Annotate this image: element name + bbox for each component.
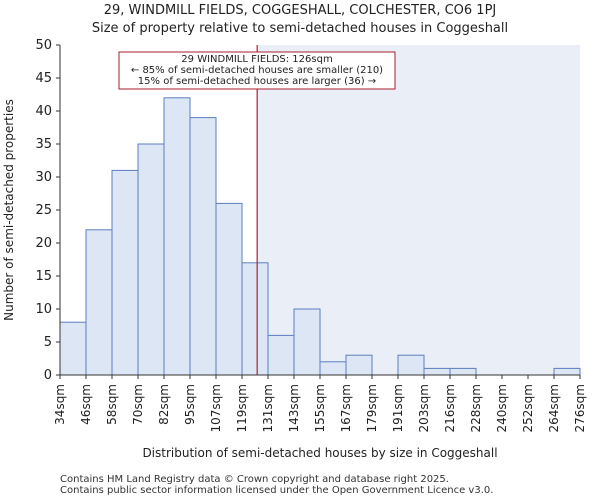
x-tick-label: 155sqm (313, 384, 327, 432)
chart-title-address: 29, WINDMILL FIELDS, COGGESHALL, COLCHES… (103, 3, 497, 18)
histogram-bar (111, 169, 139, 376)
x-tick-label: 95sqm (183, 384, 197, 425)
y-tick-label: 20 (35, 236, 52, 251)
annotation-larger: 15% of semi-detached houses are larger (… (138, 76, 376, 87)
x-tick-label: 203sqm (417, 384, 431, 432)
x-tick-label: 107sqm (209, 384, 223, 432)
y-tick-label: 5 (44, 335, 52, 350)
histogram-bar (293, 308, 321, 376)
y-tick-label: 45 (35, 71, 52, 86)
x-tick-label: 58sqm (105, 384, 119, 425)
x-tick-label: 264sqm (547, 384, 561, 432)
y-tick-label: 50 (35, 38, 52, 53)
histogram-bar (215, 202, 243, 376)
histogram-bar (59, 321, 87, 376)
y-tick-label: 35 (35, 137, 52, 152)
histogram-bar (189, 117, 217, 376)
x-tick-label: 191sqm (391, 384, 405, 432)
x-tick-label: 240sqm (495, 384, 509, 432)
x-tick-label: 70sqm (131, 384, 145, 425)
x-tick-label: 252sqm (521, 384, 535, 432)
histogram-bar (163, 97, 191, 376)
x-tick-label: 46sqm (79, 384, 93, 425)
x-tick-label: 228sqm (469, 384, 483, 432)
histogram-chart: 0 5 10 15 20 25 30 35 40 45 50 34sqm 46sqm 58sqm 70sqm… (2, 38, 587, 460)
annotation-title: 29 WINDMILL FIELDS: 126sqm (181, 54, 332, 65)
annotation-box (118, 51, 396, 90)
x-tick-label: 131sqm (261, 384, 275, 432)
y-tick-label: 15 (35, 269, 52, 284)
footer-copyright: Contains HM Land Registry data © Crown c… (60, 474, 449, 485)
histogram-bar (85, 229, 113, 376)
y-tick-label: 40 (35, 104, 52, 119)
y-tick-label: 0 (44, 368, 52, 383)
x-tick-label: 143sqm (287, 384, 301, 432)
histogram-bar (137, 143, 165, 376)
x-tick-label: 119sqm (235, 384, 249, 432)
x-tick-label: 276sqm (573, 384, 587, 432)
histogram-bar (267, 334, 295, 376)
x-tick-label: 34sqm (53, 384, 67, 425)
footer-licence: Contains public sector information licen… (60, 485, 494, 496)
histogram-bar (241, 262, 269, 376)
annotation-smaller: ← 85% of semi-detached houses are smalle… (131, 65, 383, 76)
x-tick-label: 167sqm (339, 384, 353, 432)
histogram-bar (319, 361, 347, 376)
x-tick-label: 82sqm (157, 384, 171, 425)
x-tick-label: 179sqm (365, 384, 379, 432)
histogram-bar (397, 354, 425, 376)
histogram-bar (423, 367, 451, 376)
chart-title-subtitle: Size of property relative to semi-detach… (91, 21, 509, 36)
x-axis-title: Distribution of semi-detached houses by … (142, 446, 497, 460)
x-tick-label: 216sqm (443, 384, 457, 432)
histogram-bar (553, 367, 581, 376)
histogram-bar (449, 367, 477, 376)
y-tick-label: 30 (35, 170, 52, 185)
y-tick-label: 10 (35, 302, 52, 317)
y-tick-label: 25 (35, 203, 52, 218)
y-axis-title: Number of semi-detached properties (2, 99, 16, 321)
histogram-bar (345, 354, 373, 376)
